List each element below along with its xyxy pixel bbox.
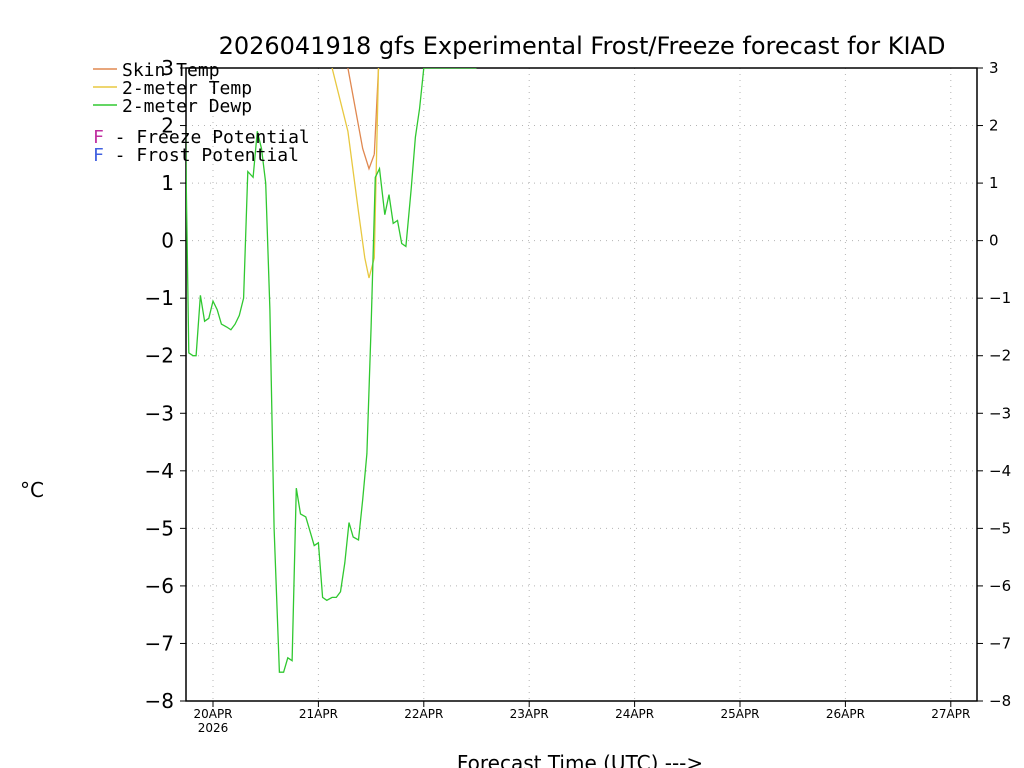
- potential-text: - Freeze Potential: [104, 127, 310, 148]
- y-tick-label-right: −8: [989, 692, 1011, 710]
- y-tick-label-right: 1: [989, 174, 999, 192]
- y-tick-label-right: 3: [989, 59, 999, 77]
- series-layer: [186, 68, 477, 673]
- y-tick-label-right: 2: [989, 117, 999, 135]
- potential-letter: F: [93, 145, 104, 166]
- y-axis-label: °C: [20, 478, 44, 502]
- y-tick-label: 3: [161, 56, 174, 80]
- series-line-2-meter-temp: [331, 68, 380, 279]
- y-tick-label-right: −2: [989, 347, 1011, 365]
- chart-title: 2026041918 gfs Experimental Frost/Freeze…: [219, 32, 946, 60]
- x-tick-label: 20APR: [193, 707, 232, 721]
- y-tick-label: −1: [145, 286, 174, 310]
- x-tick-label: 23APR: [510, 707, 549, 721]
- y-axis-right: −8 −7 −6 −5 −4 −3 −2 −1 0 1 2 3: [977, 59, 1011, 710]
- y-tick-label-right: −7: [989, 634, 1011, 652]
- legend-label: Skin Temp: [122, 60, 220, 81]
- plot-frame: [185, 67, 978, 702]
- y-tick-label: −8: [145, 689, 174, 713]
- y-tick-label: −6: [145, 574, 174, 598]
- y-tick-label: −7: [145, 631, 174, 655]
- x-tick-label: 22APR: [404, 707, 443, 721]
- y-tick-label-right: −3: [989, 404, 1011, 422]
- potential-text: - Frost Potential: [104, 145, 299, 166]
- y-tick-label-right: −6: [989, 577, 1011, 595]
- y-tick-label: −4: [145, 459, 174, 483]
- y-tick-label: 1: [161, 171, 174, 195]
- y-tick-label: 2: [161, 114, 174, 138]
- x-tick-sublabel: 2026: [198, 721, 229, 735]
- y-tick-label: −5: [145, 516, 174, 540]
- plot-border: [185, 67, 978, 702]
- series-line-skin-temp: [347, 68, 375, 171]
- gridlines: [186, 68, 977, 701]
- legend-label: 2-meter Dewp: [122, 96, 252, 117]
- potential-letter: F: [93, 127, 104, 148]
- series-line-2-meter-dewp: [186, 68, 477, 673]
- y-tick-label: 0: [161, 229, 174, 253]
- y-tick-label-right: −5: [989, 519, 1011, 537]
- x-tick-label: 26APR: [826, 707, 865, 721]
- x-tick-label: 27APR: [931, 707, 970, 721]
- x-tick-label: 21APR: [299, 707, 338, 721]
- potential-legend-item: F - Frost Potential: [93, 145, 299, 166]
- y-tick-label-right: −1: [989, 289, 1011, 307]
- y-axis-left: −8 −7 −6 −5 −4 −3 −2 −1 0 1 2 3: [145, 56, 186, 713]
- y-tick-label-right: 0: [989, 232, 999, 250]
- y-tick-label-right: −4: [989, 462, 1011, 480]
- potential-legend-item: F - Freeze Potential: [93, 127, 310, 148]
- legend-label: 2-meter Temp: [122, 78, 252, 99]
- y-tick-label: −2: [145, 344, 174, 368]
- y-tick-label: −3: [145, 401, 174, 425]
- x-axis-label: Forecast Time (UTC) --->: [457, 751, 703, 768]
- x-tick-label: 24APR: [615, 707, 654, 721]
- x-tick-label: 25APR: [720, 707, 759, 721]
